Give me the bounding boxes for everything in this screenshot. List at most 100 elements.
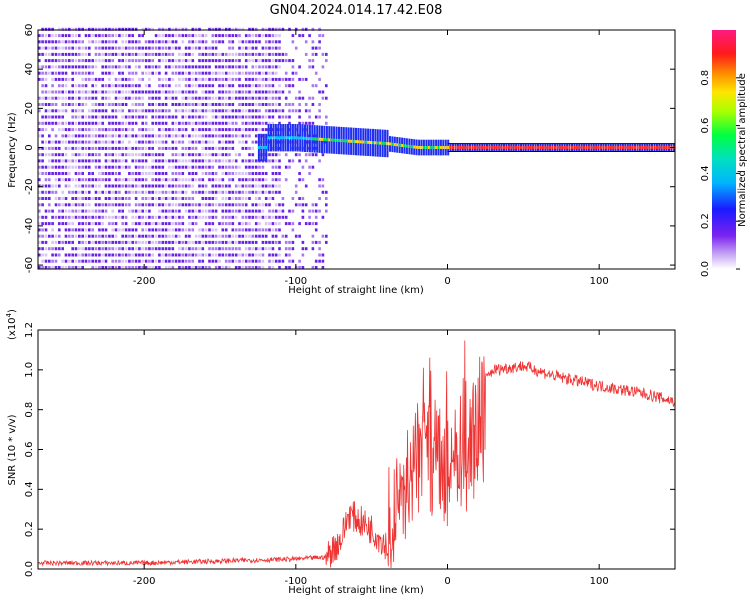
- signal-core: [483, 146, 486, 149]
- spectrogram-cell: [268, 240, 271, 244]
- spectrogram-cell: [194, 128, 198, 132]
- spectrogram-cell: [114, 215, 118, 219]
- spectrogram-cell: [108, 115, 111, 119]
- spectrogram-cell: [228, 140, 231, 144]
- spectrogram-cell: [254, 184, 258, 188]
- spectrogram-cell: [251, 121, 255, 125]
- spectrogram-cell: [98, 103, 101, 106]
- spectrogram-cell: [168, 165, 171, 169]
- spectrogram-cell: [61, 84, 64, 88]
- spectrogram-cell: [151, 146, 154, 150]
- spectrogram-cell: [294, 46, 298, 50]
- spectrogram-cell: [204, 184, 208, 188]
- spectrogram-cell: [144, 109, 148, 113]
- spectrogram-cell: [288, 27, 291, 31]
- spectrogram-cell: [214, 146, 218, 150]
- spectrogram-cell: [271, 165, 275, 169]
- spectrogram-cell: [44, 46, 48, 50]
- spectrogram-cell: [84, 234, 88, 238]
- spectrogram-cell: [321, 215, 325, 219]
- spectrogram-cell: [114, 96, 118, 100]
- signal-core: [318, 137, 321, 141]
- spectrogram-cell: [61, 121, 64, 125]
- spectrogram-cell: [238, 266, 241, 269]
- spectrogram-cell: [184, 90, 188, 94]
- spectrogram-cell: [58, 228, 61, 232]
- spectrogram-cell: [74, 96, 78, 100]
- spectrogram-cell: [214, 115, 218, 119]
- spectrogram-cell: [101, 234, 104, 238]
- spectrogram-cell: [194, 253, 198, 257]
- spectrogram-cell: [134, 146, 138, 150]
- spectrogram-cell: [301, 34, 305, 38]
- spectrogram-cell: [98, 153, 101, 157]
- spectrogram-cell: [98, 178, 101, 182]
- x-tick-label: 0: [444, 576, 450, 587]
- spectrogram-cell: [71, 109, 74, 113]
- spectrogram-cell: [174, 190, 178, 194]
- spectrogram-cell: [268, 184, 271, 188]
- spectrogram-cell: [251, 215, 255, 219]
- spectrogram-cell: [298, 90, 301, 94]
- spectrogram-cell: [38, 77, 41, 81]
- spectrogram-cell: [51, 234, 54, 238]
- spectrogram-cell: [64, 178, 68, 182]
- spectrogram-cell: [101, 209, 104, 213]
- spectrogram-cell: [274, 222, 278, 226]
- spectrogram-cell: [198, 178, 201, 182]
- spectrogram-cell: [154, 234, 158, 238]
- spectrogram-cell: [254, 190, 258, 194]
- spectrogram-cell: [41, 134, 44, 138]
- spectrogram-cell: [88, 96, 91, 100]
- spectrogram-cell: [231, 259, 235, 263]
- spectrogram-cell: [64, 52, 68, 56]
- spectrogram-cell: [91, 96, 94, 100]
- spectrogram-cell: [104, 247, 108, 251]
- spectrogram-cell: [168, 240, 171, 244]
- spectrogram-cell: [218, 128, 221, 132]
- spectrogram-cell: [258, 90, 261, 94]
- spectrogram-cell: [134, 172, 138, 175]
- spectrogram-cell: [111, 184, 114, 188]
- spectrogram-cell: [221, 172, 225, 175]
- spectrogram-cell: [154, 228, 158, 232]
- signal-core: [464, 146, 467, 149]
- spectrogram-cell: [191, 84, 195, 88]
- spectrogram-cell: [241, 103, 245, 106]
- spectrogram-cell: [201, 203, 205, 207]
- spectrogram-cell: [311, 46, 315, 50]
- spectrogram-cell: [201, 59, 205, 63]
- spectrogram-cell: [291, 222, 295, 226]
- spectrogram-cell: [124, 115, 128, 119]
- spectrogram-cell: [151, 178, 154, 182]
- spectrogram-cell: [124, 197, 128, 200]
- spectrogram-cell: [191, 159, 195, 163]
- spectrogram-cell: [244, 228, 248, 232]
- spectrogram-cell: [234, 77, 238, 81]
- spectrogram-cell: [164, 46, 168, 50]
- spectrogram-cell: [151, 159, 154, 163]
- spectrogram-cell: [231, 178, 235, 182]
- spectrogram-cell: [194, 222, 198, 226]
- y-tick-label: 0.4: [24, 481, 35, 497]
- x-tick-label: -200: [133, 576, 156, 587]
- spectrogram-cell: [138, 266, 141, 269]
- spectrogram-cell: [284, 77, 288, 81]
- spectrogram-cell: [128, 121, 131, 125]
- spectrogram-cell: [268, 77, 271, 81]
- spectrogram-cell: [78, 71, 81, 75]
- spectrogram-cell: [98, 222, 101, 226]
- spectrogram-cell: [54, 52, 58, 56]
- spectrogram-cell: [288, 59, 291, 63]
- spectrogram-cell: [304, 109, 308, 113]
- spectrogram-cell: [264, 247, 268, 251]
- spectrogram-cell: [271, 96, 275, 100]
- spectrogram-cell: [264, 59, 268, 63]
- spectrogram-cell: [238, 222, 241, 226]
- spectrogram-cell: [131, 247, 134, 251]
- spectrogram-cell: [201, 65, 205, 69]
- spectrogram-cell: [114, 52, 118, 56]
- signal-core: [347, 139, 350, 143]
- spectrogram-cell: [171, 203, 175, 207]
- spectrogram-cell: [78, 103, 81, 106]
